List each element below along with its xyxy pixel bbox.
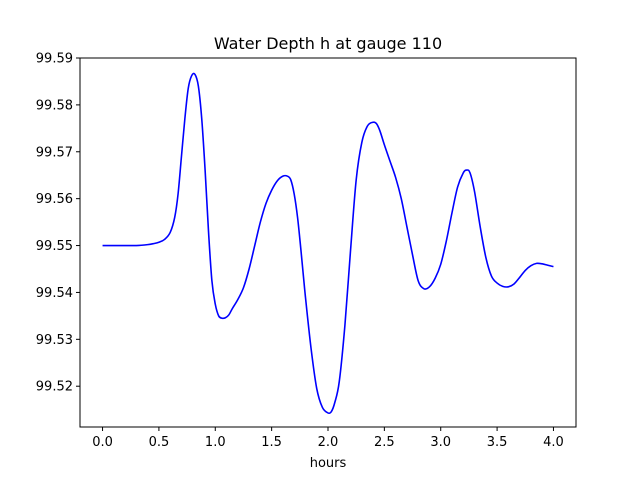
y-tick-label: 99.53 — [36, 333, 73, 348]
x-tick-label: 3.0 — [430, 435, 451, 450]
y-tick-label: 99.56 — [36, 192, 73, 207]
y-tick-label: 99.54 — [36, 286, 73, 301]
x-tick-label: 2.0 — [318, 435, 339, 450]
chart-title: Water Depth h at gauge 110 — [214, 34, 442, 53]
x-tick-label: 4.0 — [543, 435, 564, 450]
y-tick-label: 99.59 — [36, 52, 73, 67]
x-axis: 0.0 0.5 1.0 1.5 2.0 2.5 3.0 3.5 4.0 — [92, 427, 564, 450]
plot-area — [102, 72, 554, 415]
y-tick-label: 99.52 — [36, 380, 73, 395]
x-tick-label: 0.5 — [149, 435, 170, 450]
y-tick-label: 99.55 — [36, 239, 73, 254]
x-tick-label: 2.5 — [374, 435, 395, 450]
x-tick-label: 0.0 — [92, 435, 113, 450]
y-tick-label: 99.58 — [36, 98, 73, 113]
water-depth-series-line — [102, 72, 554, 415]
y-axis: 99.52 99.53 99.54 99.55 99.56 99.57 99.58 99.59 — [36, 52, 80, 395]
x-tick-label: 3.5 — [487, 435, 508, 450]
x-tick-label: 1.0 — [205, 435, 226, 450]
x-tick-label: 1.5 — [261, 435, 282, 450]
y-tick-label: 99.57 — [36, 145, 73, 160]
x-axis-label: hours — [310, 456, 347, 471]
